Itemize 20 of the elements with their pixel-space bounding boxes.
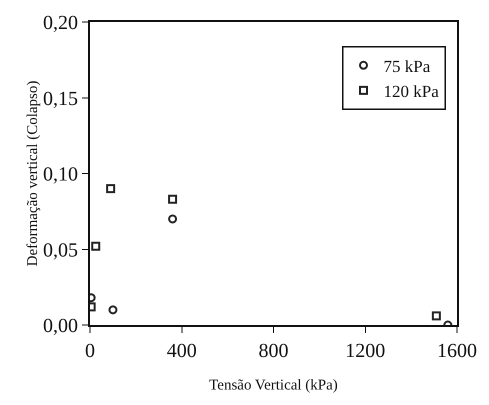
point	[91, 242, 100, 251]
x-tick-label: 400	[166, 340, 197, 362]
y-tick-label: 0,10	[43, 164, 78, 186]
y-tick-label: 0,20	[43, 12, 78, 34]
legend-label: 75 kPa	[383, 56, 431, 76]
point	[106, 184, 116, 194]
x-tick-label: 800	[258, 340, 288, 362]
point	[168, 194, 178, 204]
x-tick-label: 1200	[345, 340, 386, 362]
x-axis-title: Tensão Vertical (kPa)	[209, 378, 338, 394]
y-tick-label: 0,00	[43, 315, 78, 337]
y-axis-title: Deformação vertical (Colapso)	[25, 80, 41, 266]
point	[168, 214, 178, 224]
y-tick-label: 0,15	[43, 88, 78, 110]
x-tick-label: 0	[85, 340, 95, 362]
point	[432, 311, 441, 320]
x-tick-label: 1600	[437, 340, 477, 362]
legend-label: 120 kPa	[383, 82, 440, 102]
y-tick-label: 0,05	[43, 239, 78, 262]
point	[108, 305, 118, 314]
